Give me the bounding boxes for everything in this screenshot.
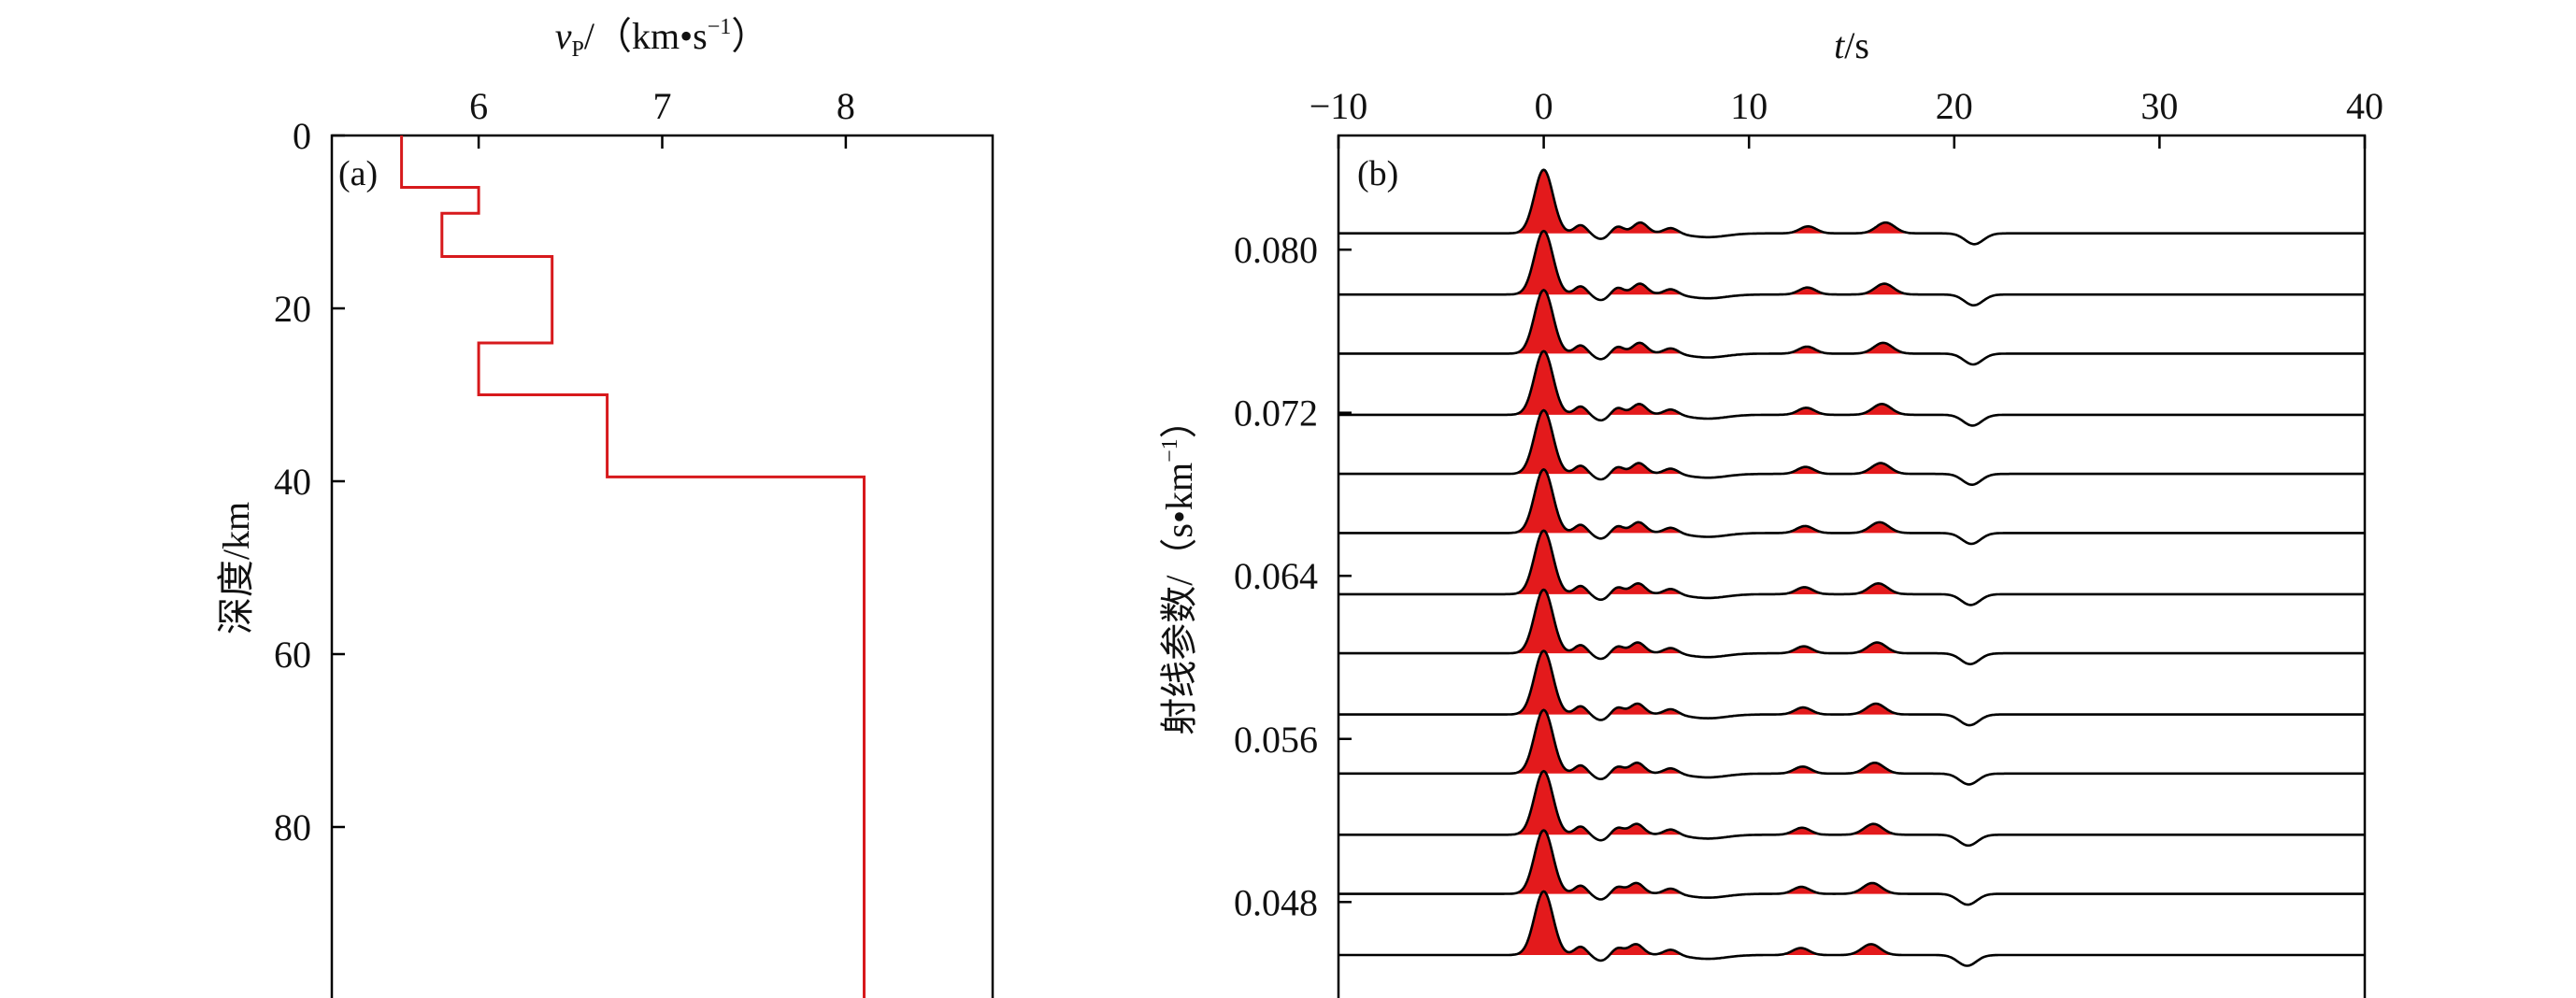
trace-line [1338,288,2365,366]
panel-a-x-tick-label: 6 [469,85,488,127]
panel-b-y-tick-label: 0.072 [1234,392,1318,435]
trace-line [1338,468,2365,546]
panel-b-x-ticks: −10 0 10 20 30 40 [1309,85,2383,149]
trace-line [1338,349,2365,427]
panel-a-y-ticks: 0 20 40 60 80 [274,115,345,848]
panel-b-y-axis-text: 射线参数/（s [1158,523,1200,735]
panel-b-x-tick-label: −10 [1309,85,1368,127]
panel-a-frame [330,134,995,998]
panel-a-x-axis-title: vP/（km•s−1） [555,15,769,62]
panel-a-y-tick-label: 60 [274,634,311,676]
trace-positive-fill [1513,830,1898,894]
panel-a-y-tick-label: 0 [293,115,311,157]
panel-b-x-tick-label: 0 [1535,85,1553,127]
panel-b-y-axis-unit-mid: km [1158,463,1200,510]
panel-b-y-axis-title: 射线参数/（s•km−1） [1158,401,1200,734]
trace-positive-fill [1513,290,1910,354]
trace-positive-fill [1513,350,1909,415]
panel-a-tag: (a) [338,154,378,193]
trace-line [1338,229,2365,307]
receiver-function-traces [1338,168,2365,967]
trace-positive-fill [1513,891,1897,955]
panel-b-y-tick-label: 0.048 [1234,881,1318,923]
panel-a-x-ticks: 6 7 8 [469,85,855,149]
panel-a-x-axis-unit-dot: • [680,15,693,57]
trace-positive-fill [1513,650,1902,715]
panel-a-x-axis-symbol-sub: P [572,37,584,62]
trace-line [1338,769,2365,848]
trace-positive-fill [1513,771,1899,835]
panel-b-x-tick-label: 30 [2140,85,2178,127]
panel-a-y-tick-label: 20 [274,288,311,330]
panel-a-x-tick-label: 8 [837,85,855,127]
panel-b-x-tick-label: 20 [1936,85,1973,127]
trace-positive-fill [1513,231,1911,295]
panel-b-x-axis-unit: /s [1844,24,1869,66]
panel-b-y-axis-unit-close: ） [1158,401,1200,438]
panel-a-y-tick-label: 40 [274,461,311,503]
panel-a-x-axis-symbol: v [555,15,572,57]
trace-positive-fill [1513,169,1911,234]
trace-line [1338,649,2365,727]
panel-a: (a) vP/（km•s−1） 深度/km 6 7 8 0 20 40 60 80 [215,15,995,998]
panel-b: (b) t/s 射线参数/（s•km−1） −10 0 10 20 30 40 0.080… [1158,24,2383,998]
panel-a-x-axis-unit-mid: s [693,15,708,57]
panel-b-frame [1337,134,2367,998]
panel-b-y-tick-label: 0.080 [1234,229,1318,271]
panel-a-x-axis-unit-close: ） [731,15,768,57]
panel-b-x-tick-label: 10 [1730,85,1767,127]
trace-line [1338,168,2365,246]
trace-positive-fill [1513,590,1903,654]
panel-a-x-axis-unit-sup: −1 [708,15,732,39]
panel-a-y-tick-label: 80 [274,806,311,848]
trace-positive-fill [1513,709,1901,774]
trace-line [1338,588,2365,665]
velocity-profile-line [400,135,866,998]
trace-positive-fill [1513,410,1908,475]
trace-line [1338,529,2365,606]
panel-a-y-axis-title: 深度/km [215,502,257,634]
trace-line [1338,829,2365,906]
panel-a-x-tick-label: 7 [653,85,672,127]
panel-b-y-axis-unit-dot: • [1158,510,1200,523]
panel-b-x-axis-title: t/s [1834,24,1869,66]
trace-positive-fill [1513,469,1906,534]
panel-b-y-axis-unit-sup: −1 [1158,438,1182,463]
panel-b-tag: (b) [1357,154,1398,193]
panel-b-x-tick-label: 40 [2346,85,2383,127]
panel-b-y-ticks: 0.080 0.072 0.064 0.056 0.048 [1234,229,1352,923]
panel-b-y-tick-label: 0.056 [1234,719,1318,761]
panel-b-x-axis-symbol: t [1834,24,1845,66]
trace-line [1338,408,2365,486]
trace-positive-fill [1513,530,1904,594]
trace-line [1338,708,2365,786]
panel-a-x-axis-unit-open: /（km [584,15,680,57]
trace-line [1338,890,2365,967]
panel-b-y-tick-label: 0.064 [1234,555,1318,597]
